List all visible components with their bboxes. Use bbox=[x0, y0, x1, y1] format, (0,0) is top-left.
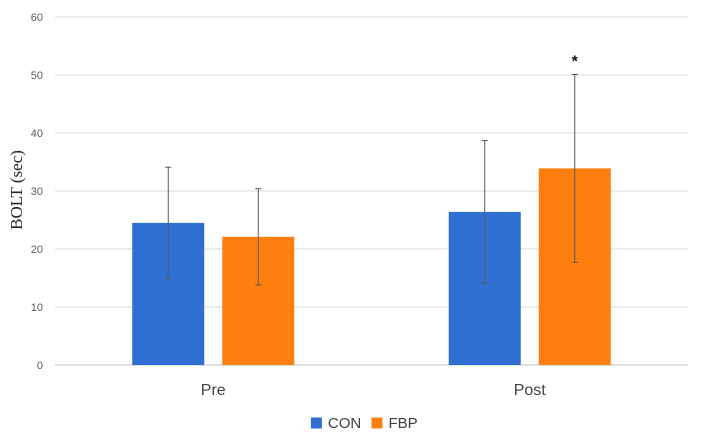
y-tick-labels: 0 10 20 30 40 50 60 bbox=[31, 12, 43, 372]
annotations: * bbox=[572, 53, 579, 70]
legend-label-con: CON bbox=[328, 415, 361, 432]
legend-swatch-fbp bbox=[371, 417, 383, 429]
error-bars bbox=[165, 73, 578, 286]
category-label-pre: Pre bbox=[201, 382, 226, 399]
significance-marker: * bbox=[572, 53, 579, 70]
category-labels: Pre Post bbox=[201, 382, 547, 399]
y-tick-label: 10 bbox=[31, 302, 43, 314]
y-axis-label: BOLT (sec) bbox=[7, 150, 26, 230]
bars bbox=[132, 168, 611, 365]
legend-swatch-con bbox=[310, 417, 322, 429]
y-tick-label: 0 bbox=[37, 360, 43, 372]
category-label-post: Post bbox=[514, 382, 547, 399]
legend: CON FBP bbox=[310, 415, 418, 432]
y-tick-label: 40 bbox=[31, 128, 43, 140]
y-tick-label: 30 bbox=[31, 186, 43, 198]
legend-label-fbp: FBP bbox=[389, 415, 418, 432]
y-tick-label: 20 bbox=[31, 244, 43, 256]
y-tick-label: 60 bbox=[31, 12, 43, 24]
y-tick-label: 50 bbox=[31, 70, 43, 82]
